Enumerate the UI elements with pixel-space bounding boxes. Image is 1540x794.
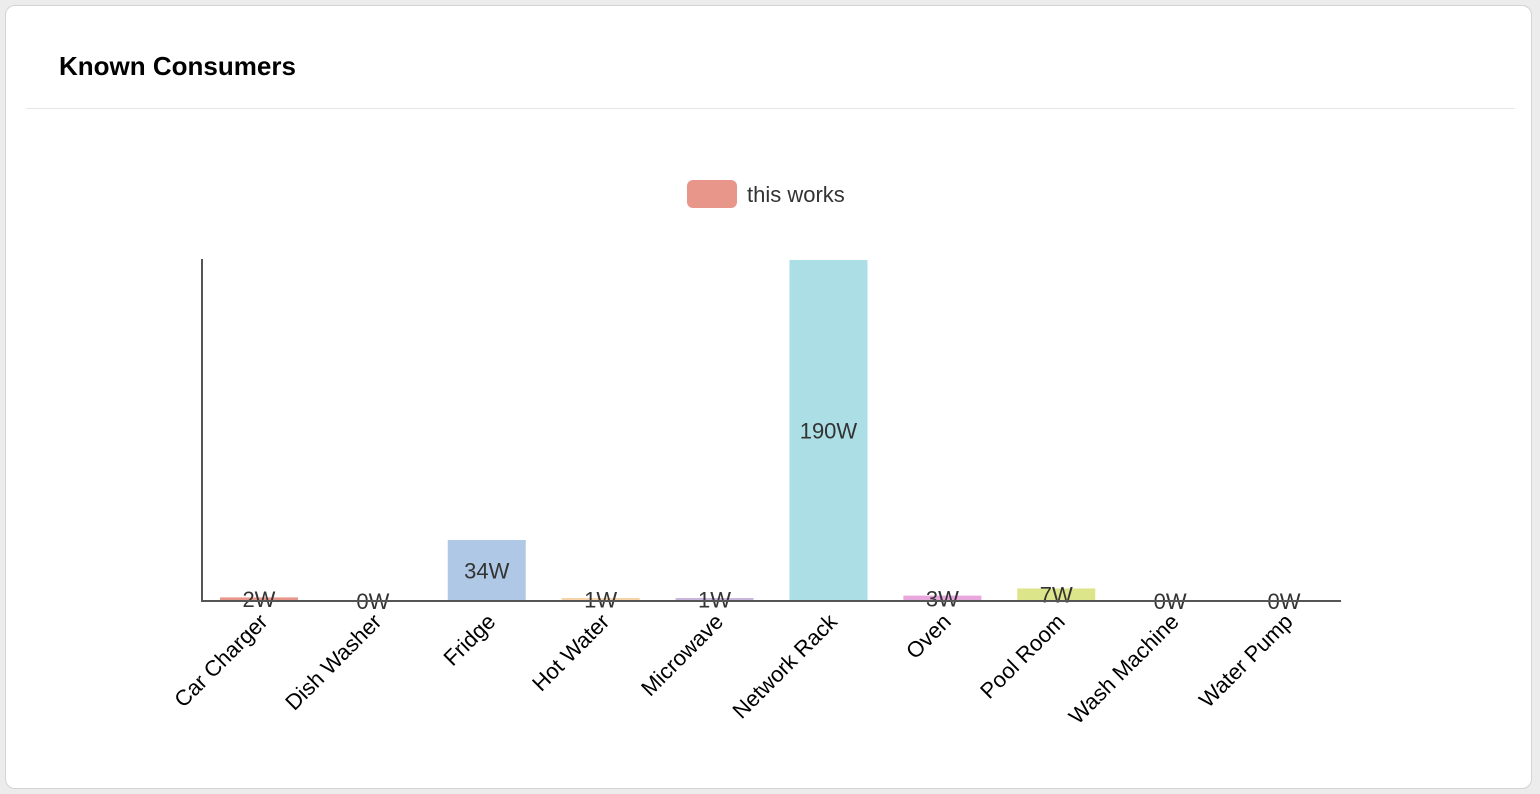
x-tick-label: Water Pump bbox=[1194, 609, 1298, 713]
card-title: Known Consumers bbox=[59, 51, 296, 81]
x-tick-label: Wash Machine bbox=[1064, 609, 1184, 729]
bar-value-label: 2W bbox=[242, 587, 275, 612]
chart-bars bbox=[219, 260, 1096, 601]
bar-value-label: 3W bbox=[926, 586, 959, 611]
legend-label: this works bbox=[747, 182, 845, 207]
card-header: Known Consumers bbox=[26, 6, 1515, 109]
bar-value-label: 190W bbox=[800, 419, 858, 444]
x-tick-label: Dish Washer bbox=[280, 609, 386, 715]
x-tick-label: Oven bbox=[901, 609, 956, 664]
chart-legend[interactable]: this works bbox=[687, 180, 845, 208]
bar-microwave[interactable] bbox=[675, 598, 754, 601]
x-tick-label: Car Charger bbox=[169, 609, 272, 712]
x-tick-label: Microwave bbox=[636, 609, 728, 701]
x-tick-labels: Car Charger Dish Washer Fridge Hot Water Mic… bbox=[169, 608, 1297, 729]
bar-network-rack[interactable] bbox=[789, 260, 868, 601]
x-tick-label: Pool Room bbox=[975, 609, 1070, 704]
legend-swatch bbox=[687, 180, 737, 208]
bar-fridge[interactable] bbox=[447, 539, 526, 601]
x-tick-label: Fridge bbox=[439, 609, 501, 671]
bar-oven[interactable] bbox=[903, 595, 982, 601]
bar-hot-water[interactable] bbox=[561, 598, 640, 601]
bar-value-label: 34W bbox=[464, 558, 509, 583]
bar-value-label: 7W bbox=[1040, 583, 1073, 608]
known-consumers-card: Known Consumers this works 2W 0W 34W 1W 1W 19… bbox=[5, 5, 1532, 789]
bar-pool-room[interactable] bbox=[1017, 588, 1096, 601]
x-tick-label: Network Rack bbox=[727, 608, 842, 723]
bar-car-charger[interactable] bbox=[219, 597, 298, 601]
x-tick-label: Hot Water bbox=[527, 609, 614, 696]
